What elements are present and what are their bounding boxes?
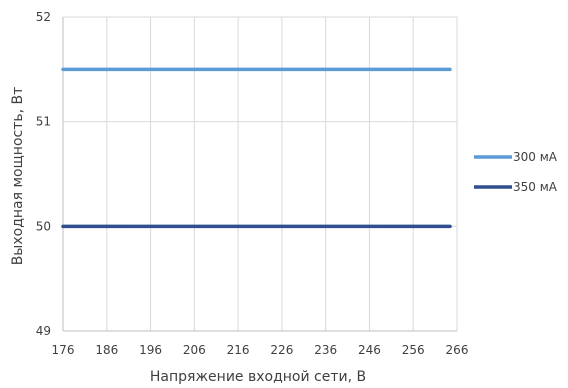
x-axis-label: Напряжение входной сети, В: [150, 369, 366, 385]
legend-label-2: 350 мА: [513, 180, 558, 194]
x-tick-label: 226: [270, 343, 293, 357]
y-tick-label: 49: [36, 324, 51, 338]
y-tick-label: 52: [36, 10, 51, 24]
series-layer: [61, 67, 452, 229]
axes: [62, 17, 457, 332]
x-tick-label: 236: [314, 343, 337, 357]
gridlines: [63, 16, 458, 331]
x-tick-label: 176: [52, 343, 75, 357]
legend: 300 мА 350 мА: [474, 150, 558, 194]
x-tick-label: 216: [227, 343, 250, 357]
legend-label-1: 300 мА: [513, 150, 558, 164]
tick-labels: 49 50 51 52 176 186 196 206 216 226 236 246 256 266: [36, 10, 469, 357]
x-tick-label: 186: [95, 343, 118, 357]
x-tick-label: 256: [402, 343, 425, 357]
x-tick-label: 196: [139, 343, 162, 357]
y-tick-label: 50: [36, 219, 51, 233]
x-tick-label: 206: [183, 343, 206, 357]
y-tick-label: 51: [36, 115, 51, 129]
x-tick-label: 246: [358, 343, 381, 357]
x-tick-label: 266: [446, 343, 469, 357]
y-axis-label: Выходная мощность, Вт: [10, 87, 26, 266]
